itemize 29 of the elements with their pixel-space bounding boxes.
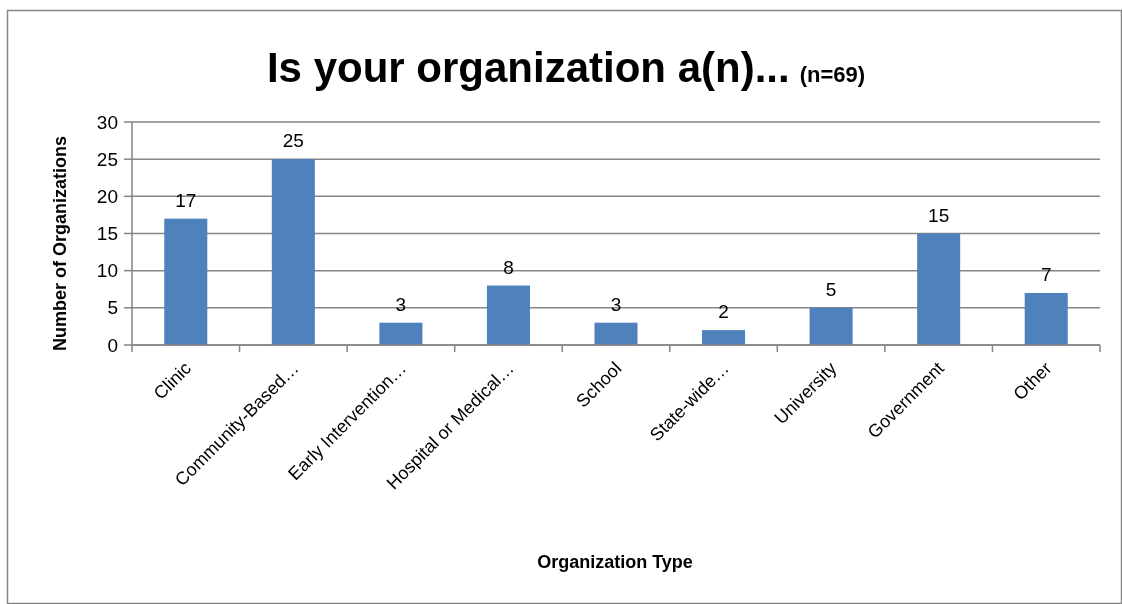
y-tick-label: 15 bbox=[96, 223, 118, 245]
x-axis-title: Organization Type bbox=[537, 552, 693, 572]
bar bbox=[486, 285, 530, 345]
data-label: 3 bbox=[395, 293, 407, 315]
bar bbox=[917, 233, 961, 345]
data-label: 15 bbox=[928, 204, 950, 226]
y-tick-label: 30 bbox=[96, 111, 118, 133]
chart-subtitle: (n=69) bbox=[799, 62, 866, 87]
bar bbox=[271, 159, 315, 345]
bar bbox=[594, 322, 638, 345]
bar bbox=[379, 322, 423, 345]
data-label: 17 bbox=[175, 189, 197, 211]
y-tick-label: 0 bbox=[107, 334, 118, 356]
y-axis-title: Number of Organizations bbox=[50, 135, 70, 352]
data-label: 2 bbox=[718, 301, 729, 323]
data-label: 3 bbox=[610, 293, 622, 315]
y-tick-label: 20 bbox=[96, 185, 118, 207]
y-tick-label: 10 bbox=[96, 260, 118, 282]
bar bbox=[1024, 292, 1068, 345]
data-label: 8 bbox=[503, 256, 514, 278]
data-label: 7 bbox=[1040, 263, 1052, 285]
y-tick-label: 25 bbox=[96, 148, 118, 170]
y-tick-label: 5 bbox=[107, 297, 118, 319]
bar bbox=[809, 307, 853, 345]
data-label: 5 bbox=[825, 278, 837, 300]
data-label: 25 bbox=[282, 130, 304, 152]
chart-title: Is your organization a(n)... bbox=[266, 44, 790, 91]
bar bbox=[702, 330, 746, 345]
bar bbox=[164, 218, 208, 345]
